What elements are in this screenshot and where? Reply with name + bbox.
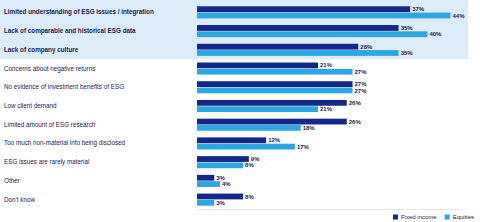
tick-label: Limited understanding of ESG issues / in… [4, 8, 154, 16]
data-label: 35% [401, 50, 414, 56]
data-label: 27% [355, 69, 368, 75]
tick: Concerns about negative returns [4, 65, 95, 73]
data-label: 21% [320, 106, 333, 112]
bar [197, 6, 410, 12]
data-label: 26% [349, 100, 362, 106]
bar [197, 175, 214, 181]
tick: Limited understanding of ESG issues / in… [4, 8, 154, 16]
tick-label: Lack of comparable and historical ESG da… [4, 27, 136, 35]
chart: 37% 35% 28% 21% 27% 26% 26% 12% 9% 3% 8% 44% 40% 35% 2… [0, 0, 480, 222]
data-label: 8% [245, 194, 254, 200]
bar [197, 144, 295, 150]
tick-label: Too much non-material info being disclos… [4, 139, 126, 147]
bar [197, 200, 214, 206]
data-label: 40% [429, 31, 442, 37]
data-label: 21% [320, 62, 333, 68]
tick-label: ESG issues are rarely material [4, 158, 89, 166]
tick: Low client demand [4, 102, 57, 109]
data-label: 3% [216, 200, 225, 206]
data-label: 37% [412, 6, 425, 12]
data-label: 44% [452, 13, 465, 19]
tick-label: Other [4, 177, 20, 184]
tick-label: Low client demand [4, 102, 57, 109]
y-axis: Limited understanding of ESG issues / in… [4, 8, 154, 202]
legend-label: Equities [453, 214, 474, 220]
data-label: 28% [360, 44, 373, 50]
legend-label: Fixed income [401, 214, 437, 220]
tick: ESG issues are rarely material [4, 158, 89, 166]
legend-swatch [445, 215, 450, 220]
tick-label: Lack of company culture [4, 46, 79, 54]
tick: Limited amount of ESG research [4, 121, 96, 128]
bar [197, 119, 347, 125]
bar [197, 62, 318, 68]
tick: Too much non-material info being disclos… [4, 139, 126, 147]
bar [197, 137, 266, 143]
bar [197, 181, 220, 187]
legend-swatch [393, 215, 398, 220]
bar [197, 69, 353, 75]
bar [197, 44, 358, 50]
tick-label: Concerns about negative returns [4, 65, 95, 73]
bar [197, 100, 347, 106]
tick: Don't know [4, 196, 35, 203]
bar [197, 25, 399, 31]
data-label: 12% [268, 137, 281, 143]
data-labels: 37% 35% 28% 21% 27% 26% 26% 12% 9% 3% 8% 44% 40% 35% 2… [216, 6, 465, 206]
data-label: 9% [251, 156, 260, 162]
bar [197, 156, 249, 162]
bar [197, 31, 427, 37]
tick: Lack of comparable and historical ESG da… [4, 27, 136, 35]
tick-label: No evidence of investment benefits of ES… [4, 83, 124, 90]
data-label: 26% [349, 119, 362, 125]
tick: Other [4, 177, 20, 184]
bar [197, 125, 301, 131]
bar [197, 13, 450, 19]
tick-label: Don't know [4, 196, 35, 203]
data-label: 3% [216, 175, 225, 181]
tick: No evidence of investment benefits of ES… [4, 83, 124, 90]
highlight-band [0, 0, 468, 59]
data-label: 27% [355, 88, 368, 94]
data-label: 4% [222, 181, 231, 187]
bar [197, 81, 353, 87]
data-label: 35% [401, 25, 414, 31]
tick: Lack of company culture [4, 46, 79, 54]
bars [197, 6, 450, 205]
data-label: 27% [355, 81, 368, 87]
legend: Equities Fixed income [393, 214, 474, 220]
data-label: 17% [297, 144, 310, 150]
bar [197, 50, 399, 56]
bar [197, 106, 318, 112]
data-label: 8% [245, 162, 254, 168]
plot: 37% 35% 28% 21% 27% 26% 26% 12% 9% 3% 8% 44% 40% 35% 2… [4, 6, 465, 209]
bar [197, 88, 353, 94]
tick-label: Limited amount of ESG research [4, 121, 96, 128]
data-label: 18% [303, 125, 316, 131]
x-axis [198, 209, 463, 210]
x-axis-line [198, 209, 463, 210]
bar [197, 162, 243, 168]
bar [197, 194, 243, 200]
